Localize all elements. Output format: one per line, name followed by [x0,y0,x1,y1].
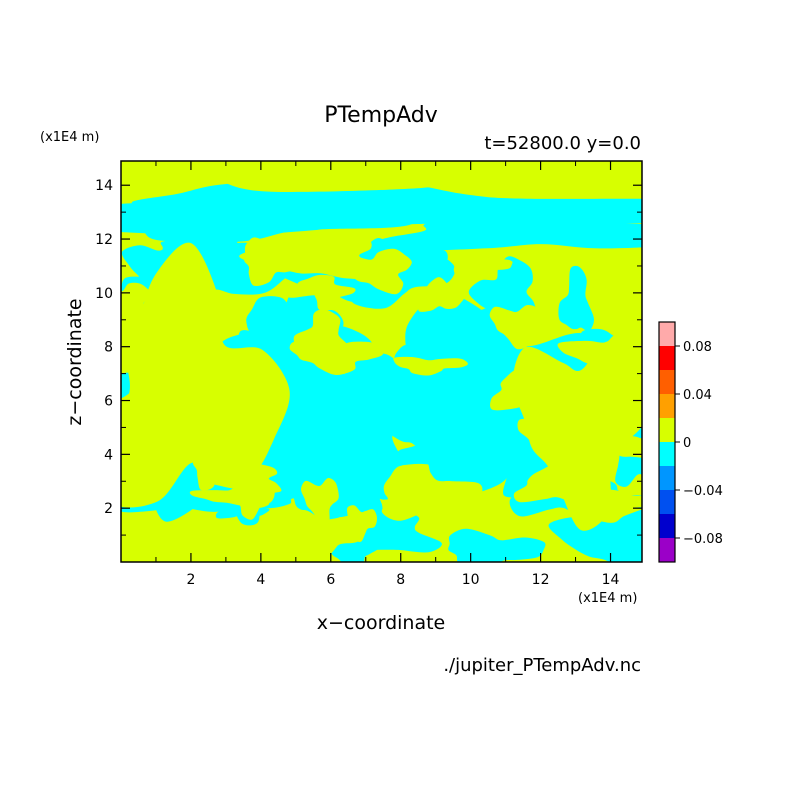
y-tick-label: 4 [104,447,113,463]
source-file-label: ./jupiter_PTempAdv.nc [443,655,641,676]
y-tick-label: 14 [95,178,113,194]
colorbar-tick-label: 0.04 [683,388,712,403]
colorbar-segment [659,370,675,394]
x-tick-label: 4 [256,572,265,588]
y-axis-title: z−coordinate [64,298,86,425]
x-tick-label: 14 [602,572,620,588]
colorbar-segment [659,514,675,538]
chart-subtitle: t=52800.0 y=0.0 [484,133,641,154]
positive-region [628,256,642,279]
x-unit-label: (x1E4 m) [578,591,637,606]
x-tick-label: 10 [462,572,480,588]
positive-region [233,536,312,558]
y-unit-label: (x1E4 m) [40,130,99,145]
colorbar-tick-label: −0.04 [683,484,723,499]
negative-region [558,265,595,332]
positive-region [300,477,339,527]
x-axis-title: x−coordinate [317,612,446,634]
positive-region [285,509,365,562]
positive-region [588,277,642,297]
colorbar-segment [659,466,675,490]
positive-region [418,277,465,312]
y-tick-label: 6 [104,394,113,410]
positive-region [121,242,290,508]
x-tick-label: 8 [396,572,405,588]
y-tick-label: 10 [95,286,113,302]
positive-region [239,229,383,280]
colorbar-segment [659,322,675,346]
colorbar-tick-label: 0.08 [683,340,712,355]
y-tick-label: 12 [95,232,113,248]
x-tick-label: 2 [186,572,195,588]
y-tick-label: 8 [104,340,113,356]
colorbar-segment [659,346,675,370]
colorbar-tick-label: 0 [683,436,691,451]
positive-region [512,341,642,531]
colorbar-segment [659,490,675,514]
colorbar-segment [659,394,675,418]
negative-region [382,404,432,449]
colorbar-tick-label: −0.08 [683,532,723,547]
colorbar-segment [659,538,675,562]
plot-frame [120,160,643,563]
positive-region [381,465,483,521]
positive-region [181,161,642,192]
positive-region [471,254,513,276]
positive-region [393,356,468,376]
plot-area [120,160,643,563]
negative-regions [121,161,642,562]
positive-region [293,309,350,358]
negative-region [548,509,642,562]
positive-region [489,304,543,350]
negative-region [377,204,642,252]
x-tick-label: 12 [532,572,550,588]
negative-region [468,256,538,324]
positive-region [452,251,475,276]
colorbar: −0.08 −0.04 0 0.04 0.08 [658,321,723,563]
negative-region [261,353,423,500]
axes: 2 4 6 8 10 12 14 2 4 6 8 10 12 14 [95,161,642,588]
y-tick-label: 2 [104,501,113,517]
negative-region [448,528,546,562]
colorbar-segment [659,418,675,442]
colorbar-segment [659,442,675,466]
x-tick-label: 6 [326,572,335,588]
chart-title: PTempAdv [324,103,438,128]
positive-region [281,274,356,298]
